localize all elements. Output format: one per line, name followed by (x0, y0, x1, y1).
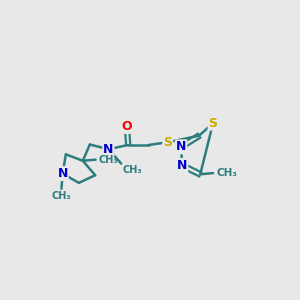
Text: S: S (163, 136, 172, 149)
Text: N: N (176, 140, 186, 153)
Text: CH₃: CH₃ (122, 165, 142, 175)
Text: CH₃: CH₃ (52, 191, 71, 202)
Text: S: S (208, 117, 217, 130)
Text: N: N (103, 143, 114, 156)
Text: CH₃: CH₃ (217, 168, 238, 178)
Text: N: N (177, 159, 187, 172)
Text: N: N (57, 167, 68, 180)
Text: O: O (122, 120, 132, 133)
Text: CH₃: CH₃ (98, 154, 118, 165)
